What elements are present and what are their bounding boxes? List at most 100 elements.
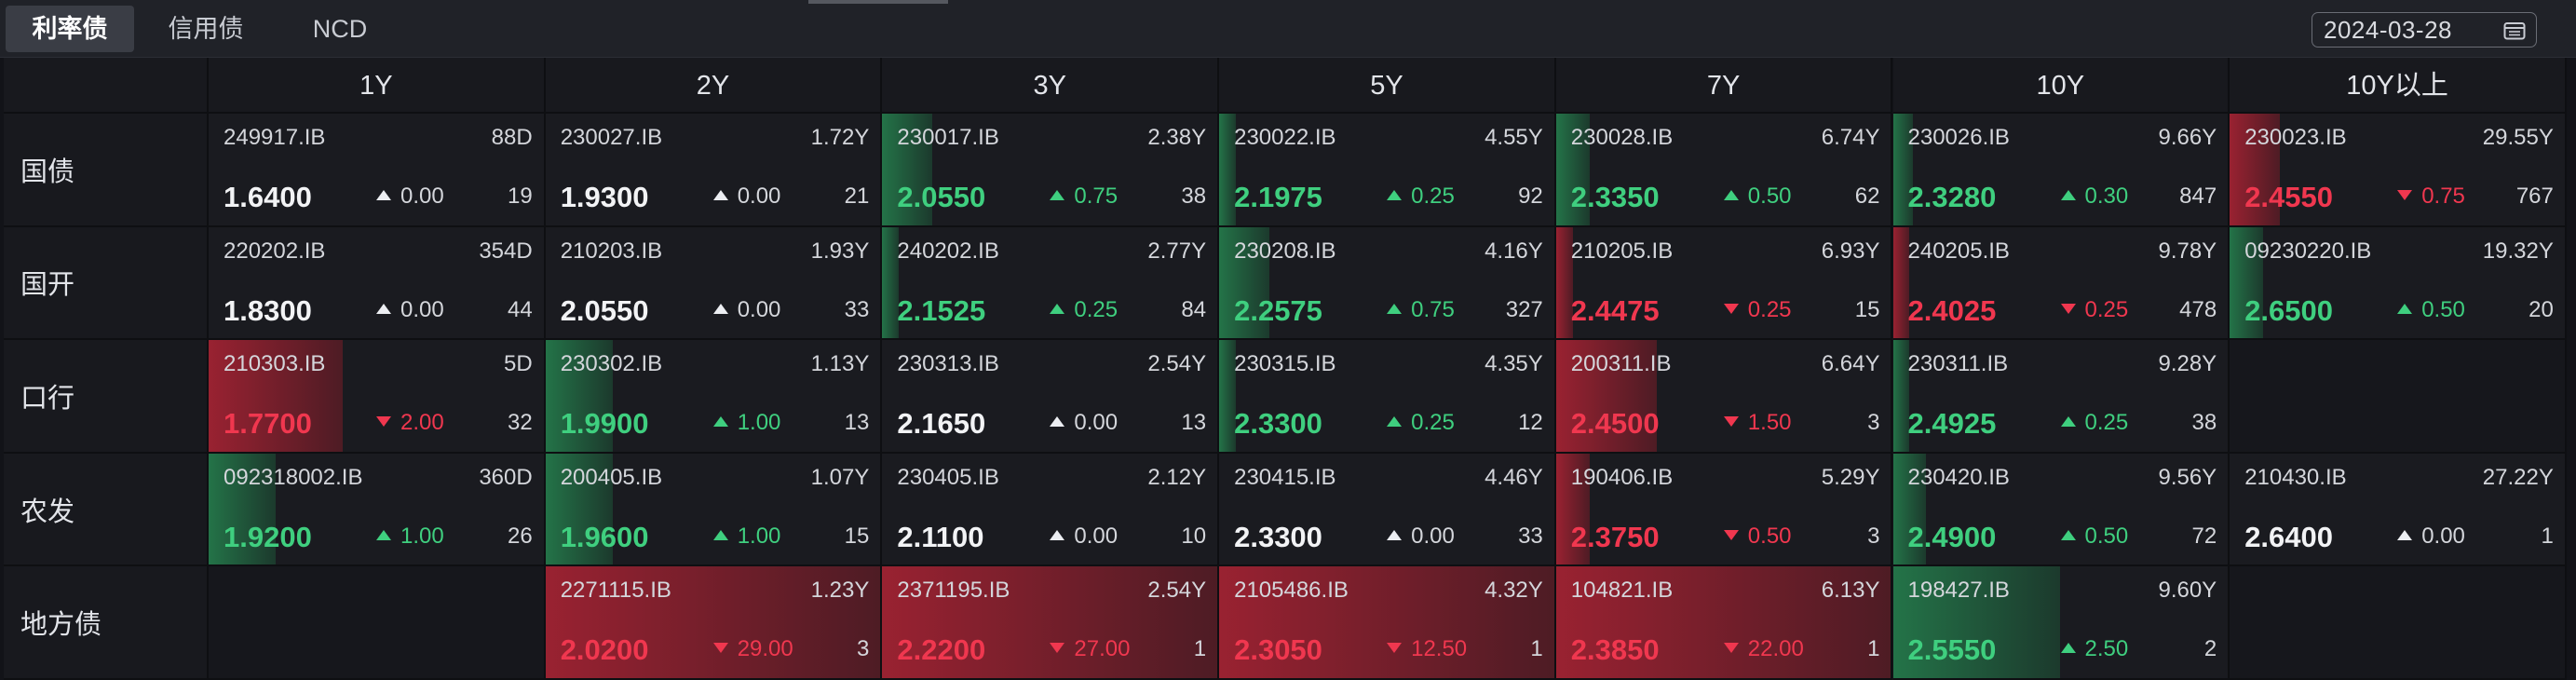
bond-code: 2271115.IB: [560, 578, 671, 604]
trade-count: 33: [844, 296, 870, 322]
bond-cell-local-gov-7y[interactable]: 104821.IB 6.13Y 2.3850 22.00 1: [1555, 566, 1893, 680]
bond-cell-adbc-1y[interactable]: 092318002.IB 360D 1.9200 1.00 26: [209, 453, 546, 567]
bond-cell-cdb-1y[interactable]: 220202.IB 354D 1.8300 0.00 44: [209, 226, 546, 341]
yield-change-value: 0.00: [737, 296, 781, 322]
arrow-down-icon: [1723, 529, 1739, 540]
yield-change-value: 0.00: [2421, 523, 2465, 549]
trade-count: 1: [1867, 636, 1880, 662]
bond-cell-cdb-10y[interactable]: 240205.IB 9.78Y 2.4025 0.25 478: [1892, 226, 2230, 341]
row-label-text: 口行: [20, 383, 75, 414]
bond-cell-adbc-10y-plus[interactable]: 210430.IB 27.22Y 2.6400 0.00 1: [2230, 453, 2567, 567]
bond-yield: 2.4500: [1570, 407, 1660, 441]
arrow-up-icon: [1387, 529, 1403, 540]
trade-count: 13: [1181, 410, 1207, 436]
bond-cell-cdb-7y[interactable]: 210205.IB 6.93Y 2.4475 0.25 15: [1555, 226, 1893, 341]
tab-rate-bonds[interactable]: 利率债: [6, 6, 134, 52]
trade-count: 10: [1181, 523, 1207, 549]
arrow-up-icon: [2397, 303, 2413, 314]
bond-cell-treasury-2y[interactable]: 230027.IB 1.72Y 1.9300 0.00 21: [545, 114, 883, 227]
change-bar: [209, 453, 276, 565]
bond-code: 240202.IB: [897, 238, 999, 264]
bond-cell-adbc-7y[interactable]: 190406.IB 5.29Y 2.3750 0.50 3: [1555, 453, 1893, 567]
bond-cell-local-gov-10y[interactable]: 198427.IB 9.60Y 2.5550 2.50 2: [1892, 566, 2230, 680]
bond-cell-adbc-3y[interactable]: 230405.IB 2.12Y 2.1100 0.00 10: [882, 453, 1220, 567]
trade-count: 33: [1518, 523, 1543, 549]
yield-change: 0.25: [1387, 184, 1455, 210]
bond-cell-cdb-5y[interactable]: 230208.IB 4.16Y 2.2575 0.75 327: [1219, 226, 1556, 341]
bond-cell-cdb-2y[interactable]: 210203.IB 1.93Y 2.0550 0.00 33: [545, 226, 883, 341]
yield-change-value: 0.00: [1074, 410, 1119, 436]
yield-change-value: 0.50: [1747, 184, 1792, 209]
arrow-up-icon: [712, 190, 728, 200]
yield-change-value: 0.50: [1747, 523, 1792, 549]
bond-cell-treasury-10y-plus[interactable]: 230023.IB 29.55Y 2.4550 0.75 767: [2230, 114, 2567, 227]
change-bar: [1219, 226, 1270, 339]
yield-change-value: 1.00: [737, 523, 781, 549]
bond-cell-cdb-10y-plus[interactable]: 09230220.IB 19.32Y 2.6500 0.50 20: [2230, 226, 2567, 341]
bond-cell-treasury-3y[interactable]: 230017.IB 2.38Y 2.0550 0.75 38: [882, 114, 1220, 227]
bond-cell-adbc-2y[interactable]: 200405.IB 1.07Y 1.9600 1.00 15: [545, 453, 883, 567]
bond-yield: 2.4925: [1907, 407, 1997, 441]
bond-code: 230022.IB: [1234, 125, 1336, 150]
bond-code: 210205.IB: [1570, 238, 1674, 264]
bond-yield: 2.0550: [560, 293, 649, 327]
bond-maturity: 4.35Y: [1485, 351, 1543, 377]
yield-change-value: 0.25: [1074, 296, 1119, 322]
arrow-up-icon: [1050, 416, 1065, 428]
bond-yield: 2.3280: [1907, 181, 1997, 213]
tab-ncd[interactable]: NCD: [312, 15, 368, 43]
bond-cell-exim-10y[interactable]: 230311.IB 9.28Y 2.4925 0.25 38: [1892, 340, 2230, 454]
yield-change-value: 1.00: [400, 523, 444, 549]
yield-change: 1.00: [712, 410, 781, 436]
bond-yield: 2.3300: [1234, 520, 1322, 553]
bond-cell-local-gov-1y: [209, 566, 546, 680]
bond-cell-local-gov-2y[interactable]: 2271115.IB 1.23Y 2.0200 29.00 3: [545, 566, 883, 680]
yield-change-value: 0.00: [1074, 523, 1119, 549]
yield-change-value: 0.25: [1747, 296, 1792, 322]
bond-maturity: 1.93Y: [810, 238, 870, 264]
bond-cell-local-gov-3y[interactable]: 2371195.IB 2.54Y 2.2200 27.00 1: [882, 566, 1220, 680]
bond-cell-adbc-5y[interactable]: 230415.IB 4.46Y 2.3300 0.00 33: [1219, 453, 1556, 567]
yield-change-value: 1.00: [737, 410, 781, 436]
tab-credit-bonds[interactable]: 信用债: [168, 15, 244, 43]
yield-change-value: 0.50: [2421, 296, 2465, 322]
yield-change: 2.00: [376, 410, 444, 436]
arrow-down-icon: [1723, 303, 1739, 314]
yield-change-value: 0.25: [1411, 410, 1455, 436]
change-bar: [1892, 453, 1927, 565]
bond-maturity: 88D: [491, 125, 533, 150]
yield-change: 0.25: [1723, 296, 1792, 323]
row-label-local-gov: 地方债: [4, 566, 209, 680]
bond-cell-exim-2y[interactable]: 230302.IB 1.13Y 1.9900 1.00 13: [545, 340, 883, 454]
bond-cell-treasury-1y[interactable]: 249917.IB 88D 1.6400 0.00 19: [209, 114, 546, 227]
yield-change: 0.00: [712, 296, 781, 323]
bond-cell-exim-1y[interactable]: 210303.IB 5D 1.7700 2.00 32: [209, 340, 546, 454]
arrow-up-icon: [376, 190, 391, 200]
change-bar: [1892, 114, 1914, 225]
bond-code: 230028.IB: [1570, 125, 1674, 150]
yield-change: 0.25: [2060, 296, 2129, 323]
change-bar: [2230, 114, 2281, 225]
trade-count: 2: [2203, 636, 2217, 662]
bond-cell-exim-7y[interactable]: 200311.IB 6.64Y 2.4500 1.50 3: [1555, 340, 1893, 454]
date-picker[interactable]: 2024-03-28: [2312, 12, 2537, 48]
bond-cell-exim-5y[interactable]: 230315.IB 4.35Y 2.3300 0.25 12: [1219, 340, 1556, 454]
bond-maturity: 6.13Y: [1821, 578, 1880, 604]
change-bar: [1555, 340, 1657, 452]
yield-change-value: 0.25: [2084, 296, 2129, 322]
change-bar: [1555, 566, 1891, 678]
bond-cell-local-gov-5y[interactable]: 2105486.IB 4.32Y 2.3050 12.50 1: [1219, 566, 1556, 680]
bond-cell-treasury-10y[interactable]: 230026.IB 9.66Y 2.3280 0.30 847: [1892, 114, 2230, 227]
bond-maturity: 4.16Y: [1485, 238, 1543, 264]
arrow-up-icon: [2060, 190, 2076, 200]
column-header-5y: 5Y: [1219, 58, 1556, 114]
bond-cell-treasury-7y[interactable]: 230028.IB 6.74Y 2.3350 0.50 62: [1555, 114, 1893, 227]
bond-cell-cdb-3y[interactable]: 240202.IB 2.77Y 2.1525 0.25 84: [882, 226, 1220, 341]
bond-cell-adbc-10y[interactable]: 230420.IB 9.56Y 2.4900 0.50 72: [1892, 453, 2230, 567]
trade-count: 15: [1854, 296, 1880, 322]
bond-cell-exim-3y[interactable]: 230313.IB 2.54Y 2.1650 0.00 13: [882, 340, 1220, 454]
bond-cell-treasury-5y[interactable]: 230022.IB 4.55Y 2.1975 0.25 92: [1219, 114, 1556, 227]
arrow-up-icon: [376, 529, 391, 540]
trade-count: 84: [1181, 296, 1207, 322]
change-bar: [1219, 114, 1237, 225]
